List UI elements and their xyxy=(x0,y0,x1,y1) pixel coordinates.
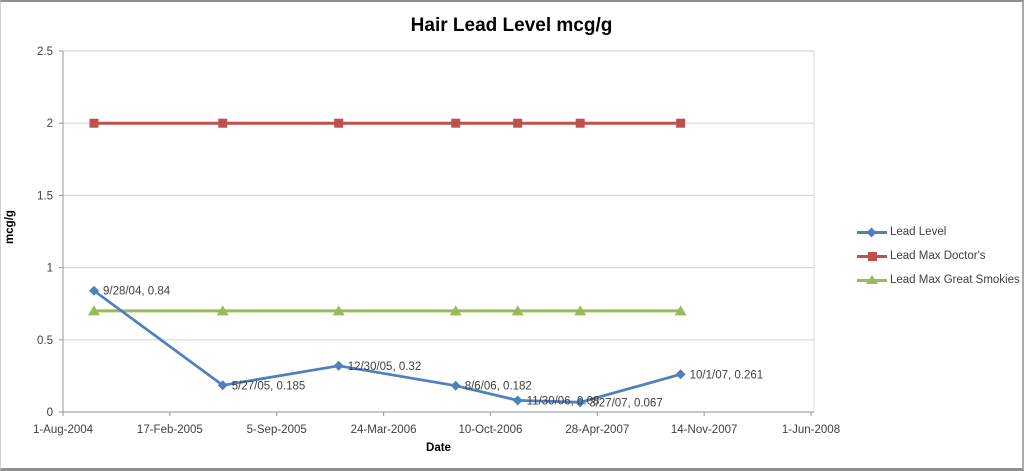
diamond-marker xyxy=(88,285,99,296)
square-marker xyxy=(575,118,585,128)
square-marker xyxy=(218,118,228,128)
y-tick-label: 2 xyxy=(47,118,53,130)
legend-label: Lead Max Doctor's xyxy=(890,250,986,262)
square-marker xyxy=(334,118,344,128)
diamond-marker-icon xyxy=(866,227,877,237)
triangle-marker xyxy=(449,305,462,316)
chart-title: Hair Lead Level mcg/g xyxy=(410,15,613,36)
legend-swatch xyxy=(857,274,887,286)
y-tick-label: 1.5 xyxy=(37,190,53,202)
y-axis-title-text: mcg/g xyxy=(4,210,16,244)
square-marker xyxy=(513,118,523,128)
triangle-marker xyxy=(332,305,345,316)
x-tick-label: 1-Jun-2008 xyxy=(782,424,840,436)
x-tick-label: 17-Feb-2005 xyxy=(137,424,203,436)
data-label: 3/27/07, 0.067 xyxy=(589,397,663,409)
plot-area-border xyxy=(62,50,815,413)
data-label: 8/6/06, 0.182 xyxy=(465,381,532,393)
diamond-marker xyxy=(512,395,523,406)
square-marker-icon xyxy=(868,252,877,261)
y-tick-label: 2.5 xyxy=(37,46,53,58)
data-label: 11/30/06, 0.08 xyxy=(527,395,600,407)
diamond-marker xyxy=(575,397,586,408)
square-marker xyxy=(676,118,686,128)
legend-item-lead-max-great-smokies: Lead Max Great Smokies xyxy=(857,272,1020,288)
x-tick-label: 10-Oct-2006 xyxy=(458,424,522,436)
data-label: 9/28/04, 0.84 xyxy=(103,286,171,298)
y-tick-label: 1 xyxy=(47,263,53,275)
data-label: 10/1/07, 0.261 xyxy=(690,369,764,381)
x-tick-label: 14-Nov-2007 xyxy=(671,424,737,436)
data-label: 5/27/05, 0.185 xyxy=(232,380,306,392)
triangle-marker xyxy=(674,305,687,316)
legend-item-lead-max-doctors: Lead Max Doctor's xyxy=(857,248,1020,264)
y-tick-label: 0 xyxy=(47,407,53,419)
triangle-marker-icon xyxy=(866,275,878,284)
triangle-marker xyxy=(216,305,229,316)
legend: Lead Level Lead Max Doctor's Lead Max Gr… xyxy=(857,224,1020,288)
diamond-marker xyxy=(333,360,344,371)
triangle-marker xyxy=(511,305,524,316)
square-marker xyxy=(451,118,461,128)
triangle-marker xyxy=(87,305,100,316)
series-line-0 xyxy=(93,289,681,404)
legend-label: Lead Level xyxy=(890,226,947,238)
legend-label: Lead Max Great Smokies xyxy=(890,274,1020,286)
legend-item-lead-level: Lead Level xyxy=(857,224,1020,240)
legend-swatch xyxy=(857,250,887,262)
y-tick-label: 0.5 xyxy=(37,335,53,347)
x-tick-label: 24-Mar-2006 xyxy=(351,424,417,436)
data-label: 12/30/05, 0.32 xyxy=(348,361,422,373)
triangle-marker xyxy=(574,305,587,316)
square-marker xyxy=(89,118,99,128)
x-tick-label: 1-Aug-2004 xyxy=(33,424,94,436)
diamond-marker xyxy=(675,369,686,380)
x-axis-title: Date xyxy=(426,442,451,454)
diamond-marker xyxy=(450,380,461,391)
legend-swatch xyxy=(857,226,887,238)
x-tick-label: 28-Apr-2007 xyxy=(565,424,629,436)
diamond-marker xyxy=(217,380,228,391)
x-tick-label: 5-Sep-2005 xyxy=(247,424,307,436)
